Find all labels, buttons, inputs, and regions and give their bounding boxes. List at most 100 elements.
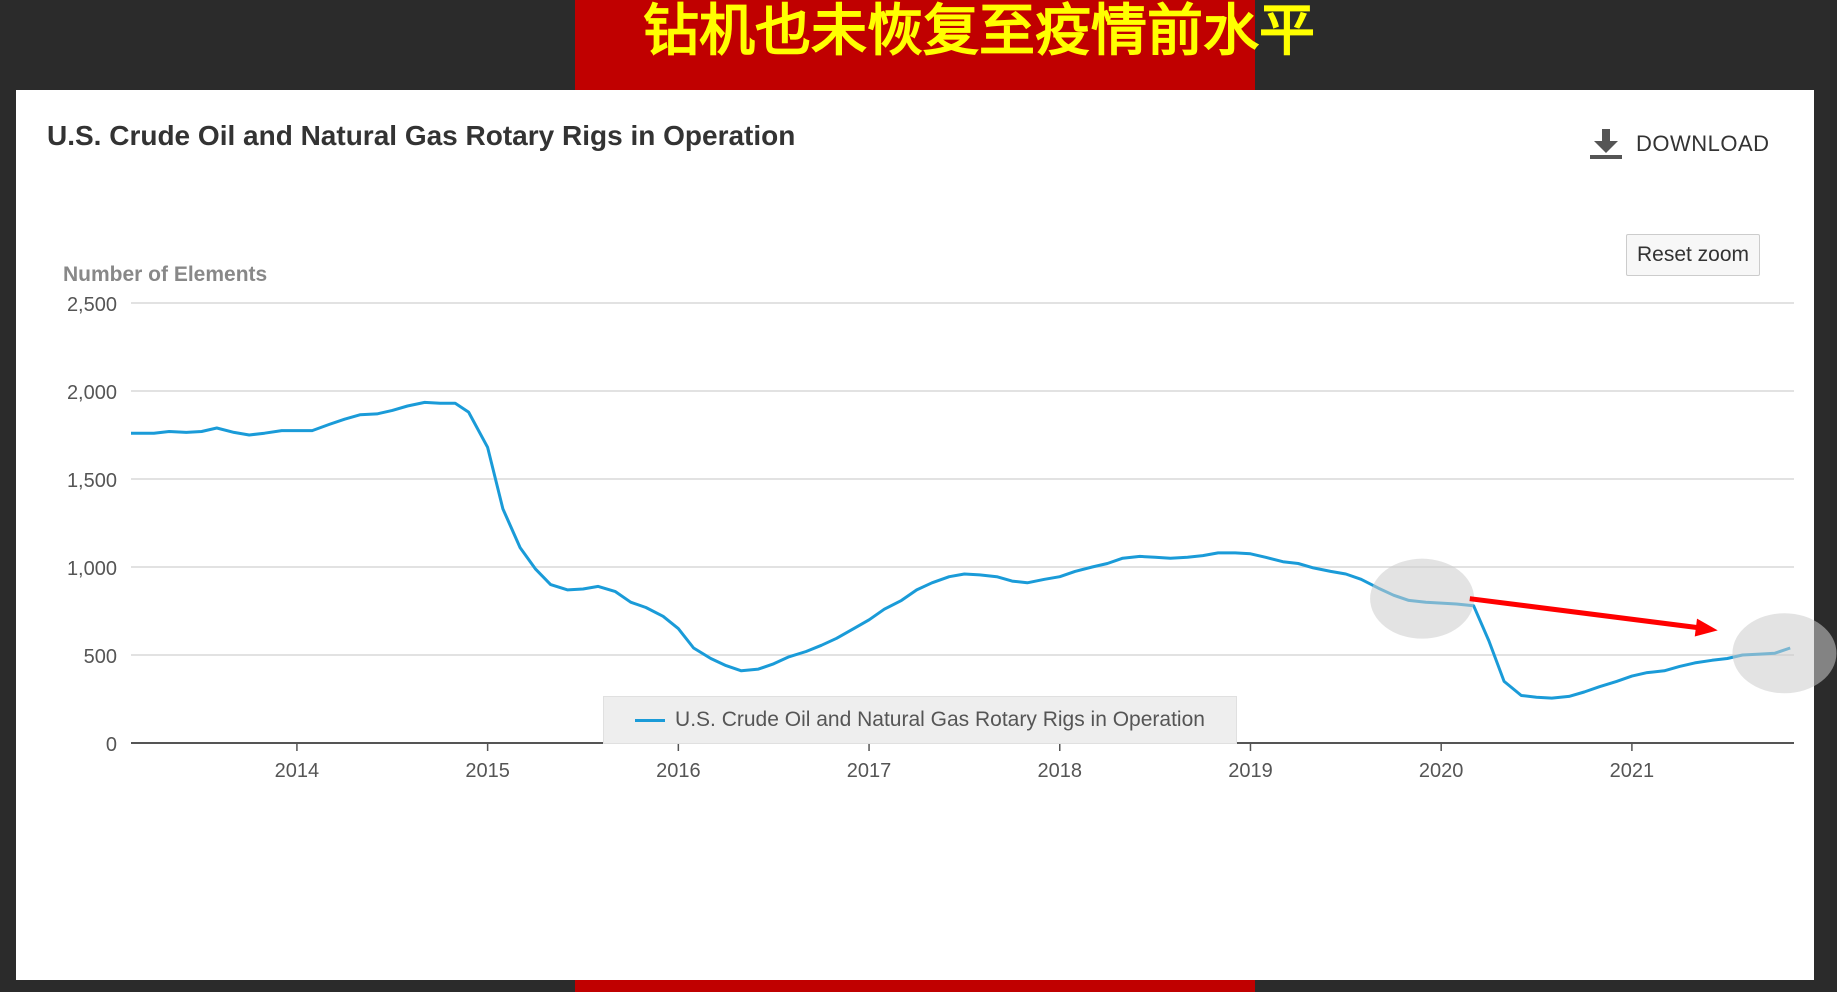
arrow-annotation <box>1469 596 1705 631</box>
highlight-circle <box>1732 613 1837 694</box>
data-point <box>566 588 570 592</box>
data-point <box>232 430 236 434</box>
data-point <box>1281 560 1285 564</box>
data-point <box>501 507 505 511</box>
data-point <box>676 627 680 631</box>
data-point <box>995 575 999 579</box>
x-tick-label: 2015 <box>465 760 510 782</box>
data-point <box>1121 556 1125 560</box>
data-point <box>358 413 362 417</box>
data-point <box>1550 696 1554 700</box>
data-point <box>152 431 156 435</box>
data-point <box>215 426 219 430</box>
slide-headline: 钻机也未恢复至疫情前水平 <box>643 0 1315 64</box>
reset-zoom-button[interactable]: Reset zoom <box>1626 234 1760 276</box>
x-tick-label: 2014 <box>275 760 320 782</box>
data-point <box>375 412 379 416</box>
headline-banner <box>575 0 1255 90</box>
x-tick-label: 2016 <box>656 760 701 782</box>
data-point <box>327 422 331 426</box>
chart-card <box>16 90 1814 980</box>
data-point <box>882 607 886 611</box>
data-point <box>247 433 251 437</box>
data-point <box>1296 561 1300 565</box>
footer-banner-strip <box>575 980 1255 992</box>
data-point <box>1201 554 1205 558</box>
data-point <box>756 667 760 671</box>
data-point <box>1186 555 1190 559</box>
data-point <box>343 417 347 421</box>
data-point <box>200 429 204 433</box>
data-point <box>1615 679 1619 683</box>
data-point <box>1678 664 1682 668</box>
data-point <box>1010 579 1014 583</box>
data-point <box>453 401 457 405</box>
data-point <box>947 575 951 579</box>
chart-legend[interactable]: U.S. Crude Oil and Natural Gas Rotary Ri… <box>603 696 1237 744</box>
data-point <box>1519 693 1523 697</box>
y-tick-label: 0 <box>106 734 117 756</box>
data-point <box>596 584 600 588</box>
data-point <box>518 546 522 550</box>
y-tick-label: 1,000 <box>67 558 117 580</box>
data-point <box>1359 577 1363 581</box>
data-point <box>1597 685 1601 689</box>
data-point <box>819 643 823 647</box>
data-point <box>423 400 427 404</box>
data-point <box>1693 661 1697 665</box>
data-point <box>709 657 713 661</box>
data-point <box>930 581 934 585</box>
data-point <box>486 445 490 449</box>
data-point <box>406 404 410 408</box>
data-point <box>310 429 314 433</box>
highlight-circle <box>1370 558 1475 639</box>
data-point <box>661 614 665 618</box>
data-point <box>915 588 919 592</box>
download-button[interactable]: DOWNLOAD <box>1590 124 1770 164</box>
data-point <box>280 429 284 433</box>
y-tick-label: 1,500 <box>67 470 117 492</box>
data-point <box>1311 566 1315 570</box>
data-point <box>739 669 743 673</box>
data-point <box>1248 552 1252 556</box>
y-axis-label: Number of Elements <box>63 263 267 286</box>
data-point <box>1344 572 1348 576</box>
data-point <box>1216 551 1220 555</box>
data-point <box>804 649 808 653</box>
x-tick-label: 2019 <box>1228 760 1273 782</box>
data-point <box>1567 694 1571 698</box>
data-point <box>533 567 537 571</box>
data-point <box>787 655 791 659</box>
data-point <box>772 662 776 666</box>
data-point <box>867 618 871 622</box>
x-tick-label: 2017 <box>847 760 892 782</box>
data-point <box>1233 551 1237 555</box>
data-point <box>1487 639 1491 643</box>
series-line <box>131 400 1791 700</box>
data-point <box>1105 561 1109 565</box>
data-point <box>1073 569 1077 573</box>
arrow-head <box>1694 618 1718 637</box>
data-point <box>1710 658 1714 662</box>
x-tick-label: 2020 <box>1419 760 1464 782</box>
data-point <box>1168 556 1172 560</box>
data-point <box>978 573 982 577</box>
data-point <box>1090 565 1094 569</box>
x-tick-label: 2021 <box>1610 760 1655 782</box>
data-point <box>613 590 617 594</box>
data-point <box>629 600 633 604</box>
data-point <box>167 429 171 433</box>
data-point <box>390 408 394 412</box>
data-point <box>835 636 839 640</box>
data-point <box>438 401 442 405</box>
data-point <box>899 598 903 602</box>
download-icon <box>1590 129 1622 159</box>
data-point <box>724 664 728 668</box>
data-point <box>1582 690 1586 694</box>
download-label: DOWNLOAD <box>1636 131 1770 156</box>
data-point <box>692 646 696 650</box>
data-point <box>467 410 471 414</box>
data-point <box>1725 657 1729 661</box>
data-point <box>1138 554 1142 558</box>
